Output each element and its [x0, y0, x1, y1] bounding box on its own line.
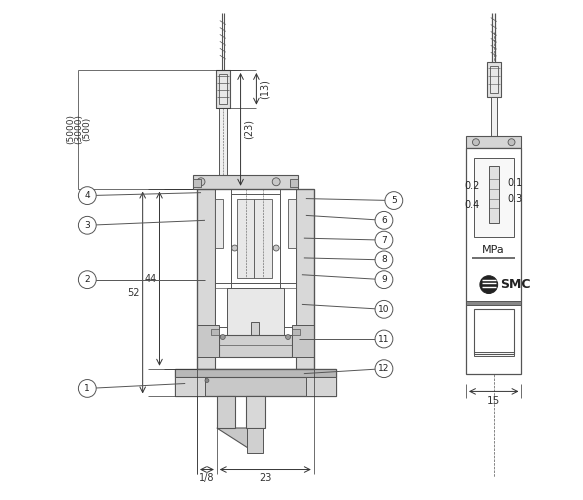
Bar	[219, 335, 292, 357]
Text: 5: 5	[391, 196, 396, 205]
Text: (23): (23)	[244, 120, 254, 140]
Text: MPa: MPa	[482, 245, 505, 255]
Bar	[491, 96, 497, 136]
Circle shape	[375, 251, 393, 269]
Circle shape	[78, 271, 96, 288]
Bar	[197, 325, 219, 357]
Text: 1/8: 1/8	[199, 474, 215, 484]
Bar	[474, 158, 514, 237]
Bar	[466, 148, 521, 374]
Bar	[292, 325, 314, 357]
Bar	[219, 108, 227, 175]
Bar	[211, 329, 219, 335]
Text: (500): (500)	[82, 117, 91, 141]
Bar	[292, 329, 300, 335]
Bar	[216, 70, 230, 108]
Bar	[219, 74, 227, 104]
Bar	[296, 188, 314, 368]
Circle shape	[286, 334, 290, 340]
Bar	[474, 352, 514, 356]
Bar	[489, 166, 498, 224]
Circle shape	[375, 360, 393, 378]
Bar	[215, 198, 223, 248]
Text: 1: 1	[85, 384, 90, 393]
Bar	[290, 179, 298, 186]
Circle shape	[375, 212, 393, 229]
Circle shape	[375, 231, 393, 249]
Text: 0.1: 0.1	[508, 178, 523, 188]
Text: 2: 2	[85, 275, 90, 284]
Bar	[215, 188, 231, 327]
Bar	[254, 198, 272, 278]
Bar	[227, 288, 284, 337]
Bar	[197, 188, 215, 368]
Circle shape	[78, 216, 96, 234]
Circle shape	[78, 380, 96, 398]
Bar	[306, 376, 335, 396]
Circle shape	[508, 138, 515, 145]
Circle shape	[385, 192, 403, 210]
Text: 9: 9	[381, 275, 387, 284]
Bar	[288, 198, 296, 248]
Text: 0.2: 0.2	[465, 180, 480, 190]
Bar	[248, 428, 264, 452]
Bar	[474, 310, 514, 354]
Bar	[251, 322, 259, 347]
Bar	[466, 136, 521, 148]
Bar	[175, 368, 335, 396]
Text: (5000): (5000)	[66, 114, 75, 144]
Bar	[490, 66, 498, 93]
Circle shape	[197, 178, 205, 186]
Text: 11: 11	[378, 334, 389, 344]
Text: 52: 52	[127, 288, 140, 298]
Bar	[193, 175, 298, 188]
Bar	[487, 62, 501, 96]
Circle shape	[375, 330, 393, 348]
Bar	[193, 179, 201, 186]
Text: 3: 3	[85, 221, 90, 230]
Text: 0.3: 0.3	[508, 194, 523, 203]
Bar	[280, 188, 296, 327]
Circle shape	[273, 245, 279, 251]
Text: 7: 7	[381, 236, 387, 244]
Bar	[231, 194, 280, 282]
Bar	[237, 198, 254, 278]
Text: 0.4: 0.4	[465, 200, 480, 210]
Text: (3000): (3000)	[74, 114, 83, 144]
Bar	[175, 376, 205, 396]
Circle shape	[78, 186, 96, 204]
Text: 12: 12	[378, 364, 389, 373]
Circle shape	[272, 178, 280, 186]
Text: (13): (13)	[259, 79, 269, 98]
Circle shape	[375, 300, 393, 318]
Text: 23: 23	[259, 474, 272, 484]
Circle shape	[205, 378, 209, 382]
Text: 6: 6	[381, 216, 387, 225]
Bar	[245, 396, 265, 428]
Bar	[217, 396, 234, 428]
Bar	[197, 188, 314, 368]
Circle shape	[220, 334, 225, 340]
Circle shape	[231, 245, 238, 251]
Text: 10: 10	[378, 305, 389, 314]
Circle shape	[472, 138, 479, 145]
Text: 44: 44	[144, 274, 156, 283]
Circle shape	[480, 276, 498, 293]
Text: 4: 4	[85, 191, 90, 200]
Circle shape	[375, 271, 393, 288]
Polygon shape	[217, 428, 255, 452]
Bar	[466, 302, 521, 306]
Text: SMC: SMC	[500, 278, 530, 291]
Text: 15: 15	[487, 396, 500, 406]
Text: 8: 8	[381, 256, 387, 264]
Bar	[175, 368, 335, 376]
